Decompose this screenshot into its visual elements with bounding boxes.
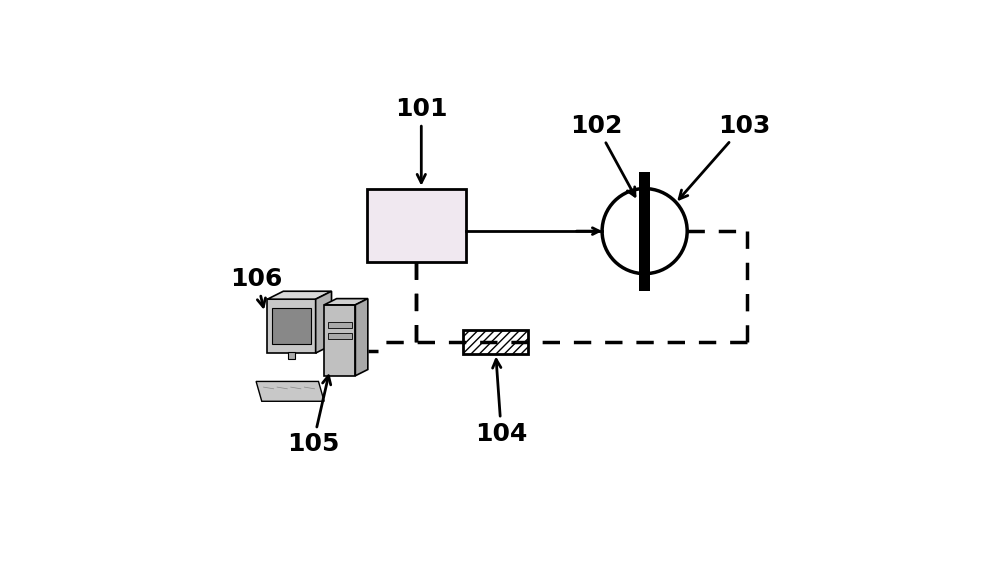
Polygon shape	[324, 299, 368, 305]
Text: 103: 103	[679, 113, 770, 199]
Text: 101: 101	[395, 96, 448, 183]
Text: 104: 104	[475, 360, 528, 446]
Polygon shape	[355, 299, 368, 376]
Bar	[272, 308, 311, 344]
Bar	[367, 189, 466, 262]
Polygon shape	[324, 305, 355, 376]
Text: 106: 106	[231, 267, 283, 307]
Bar	[328, 333, 352, 339]
Polygon shape	[267, 299, 316, 353]
Text: 102: 102	[570, 113, 635, 196]
Bar	[639, 172, 650, 291]
Polygon shape	[316, 291, 332, 353]
Polygon shape	[256, 381, 324, 401]
Bar	[328, 322, 352, 328]
Bar	[288, 352, 295, 359]
Polygon shape	[267, 291, 332, 299]
Text: 105: 105	[287, 376, 339, 457]
Bar	[463, 330, 528, 353]
